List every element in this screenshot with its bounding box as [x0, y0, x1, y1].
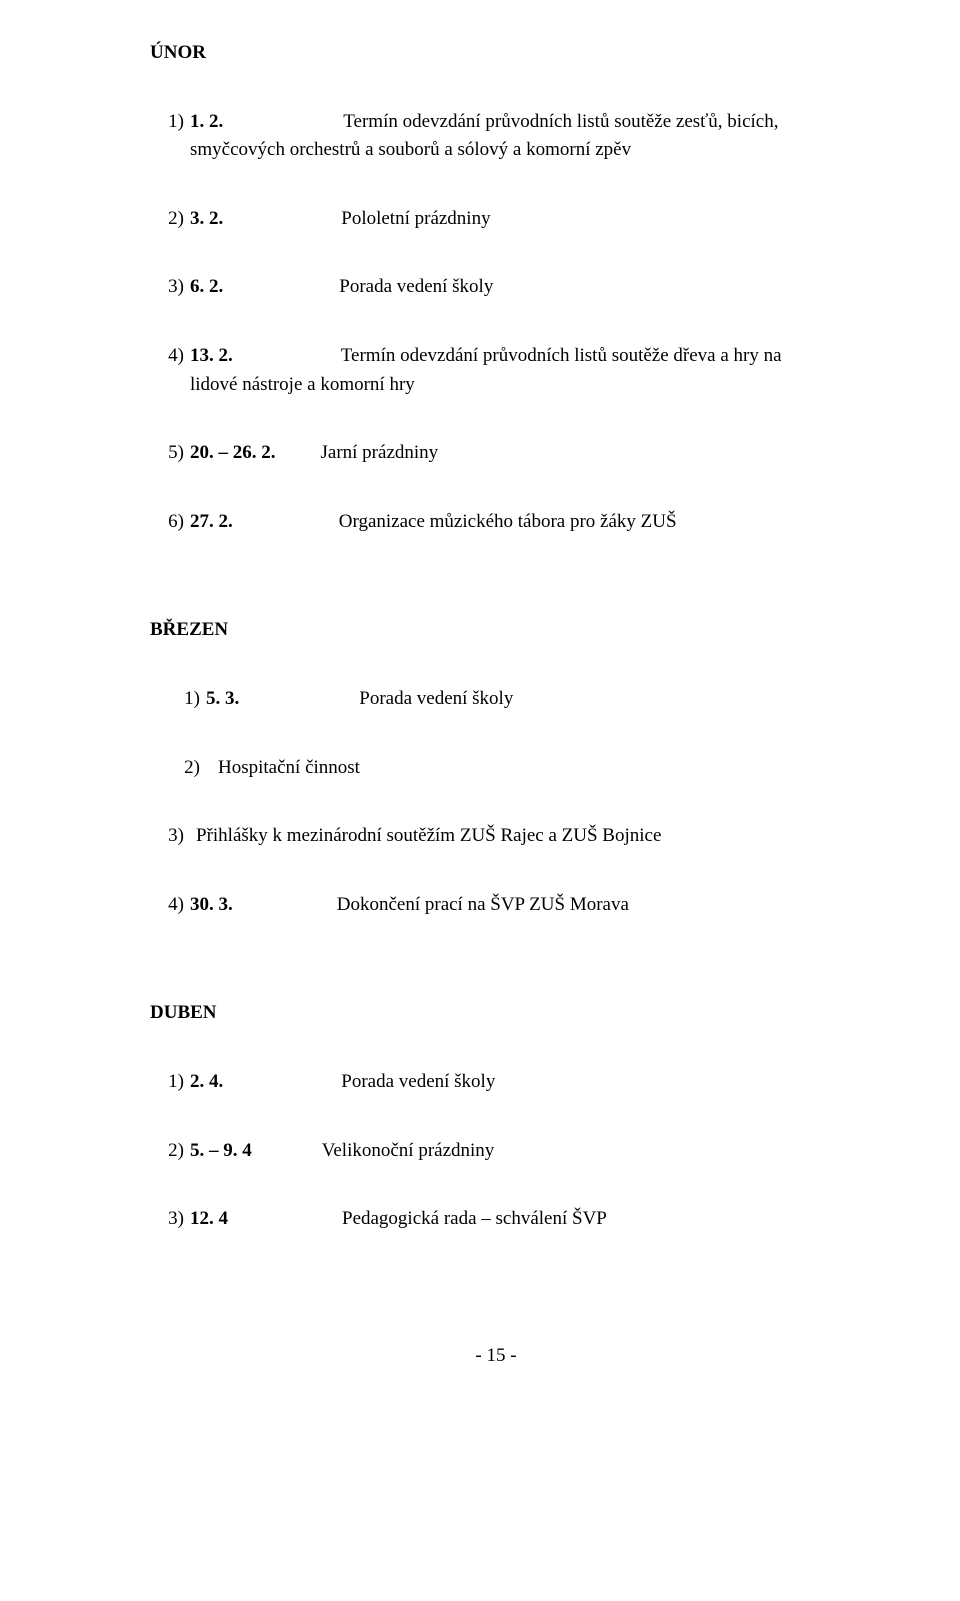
list-item: 2) Hospitační činnost — [150, 755, 842, 782]
list-item: 3) 12. 4 Pedagogická rada – schválení ŠVP — [150, 1206, 842, 1233]
item-number: 3) — [150, 1206, 190, 1233]
list-item: 4) 13. 2. Termín odevzdání průvodních lis… — [150, 343, 842, 398]
item-number: 5) — [150, 440, 190, 467]
list-item: 6) 27. 2. Organizace můzického tábora pro… — [150, 509, 842, 536]
item-description: Termín odevzdání průvodních listů soutěž… — [341, 345, 782, 366]
item-description: Porada vedení školy — [359, 688, 513, 709]
item-description: Hospitační činnost — [218, 755, 360, 782]
item-date: 1. 2. — [190, 111, 223, 132]
item-number: 3) — [150, 823, 190, 850]
item-number: 3) — [150, 274, 190, 301]
item-description: Porada vedení školy — [339, 276, 493, 297]
list-item: 4) 30. 3. Dokončení prací na ŠVP ZUŠ Mora… — [150, 892, 842, 919]
item-continuation: smyčcových orchestrů a souborů a sólový … — [150, 137, 842, 164]
item-description: Porada vedení školy — [341, 1071, 495, 1092]
item-date: 12. 4 — [190, 1208, 228, 1229]
list-item: 2) 5. – 9. 4 Velikonoční prázdniny — [150, 1138, 842, 1165]
item-number: 6) — [150, 509, 190, 536]
item-date: 27. 2. — [190, 511, 233, 532]
list-item: 1) 2. 4. Porada vedení školy — [150, 1069, 842, 1096]
item-number: 1) — [150, 1069, 190, 1096]
item-date: 3. 2. — [190, 208, 223, 229]
item-date: 5. 3. — [206, 688, 239, 709]
item-description: Termín odevzdání průvodních listů soutěž… — [343, 111, 778, 132]
item-description: Pedagogická rada – schválení ŠVP — [342, 1208, 607, 1229]
item-date: 13. 2. — [190, 345, 233, 366]
item-description: Dokončení prací na ŠVP ZUŠ Morava — [337, 894, 629, 915]
item-description: Přihlášky k mezinárodní soutěžím ZUŠ Raj… — [196, 823, 661, 850]
item-number: 2) — [150, 206, 190, 233]
item-description: Organizace můzického tábora pro žáky ZUŠ — [339, 511, 677, 532]
item-description: Velikonoční prázdniny — [322, 1140, 495, 1161]
month-heading-unor: ÚNOR — [150, 40, 842, 67]
item-date: 20. – 26. 2. — [190, 442, 276, 463]
item-number: 1) — [166, 686, 206, 713]
item-date: 2. 4. — [190, 1071, 223, 1092]
item-description: Pololetní prázdniny — [341, 208, 490, 229]
item-description: Jarní prázdniny — [321, 442, 439, 463]
item-number: 4) — [150, 892, 190, 919]
list-item: 5) 20. – 26. 2. Jarní prázdniny — [150, 440, 842, 467]
month-heading-duben: DUBEN — [150, 1000, 842, 1027]
item-date: 5. – 9. 4 — [190, 1140, 252, 1161]
page-number: - 15 - — [150, 1343, 842, 1370]
list-item: 3) 6. 2. Porada vedení školy — [150, 274, 842, 301]
list-item: 2) 3. 2. Pololetní prázdniny — [150, 206, 842, 233]
item-number: 4) — [150, 343, 190, 370]
item-date: 6. 2. — [190, 276, 223, 297]
item-number: 2) — [150, 1138, 190, 1165]
list-item: 1) 1. 2. Termín odevzdání průvodních list… — [150, 109, 842, 164]
item-date: 30. 3. — [190, 894, 233, 915]
list-item: 1) 5. 3. Porada vedení školy — [150, 686, 842, 713]
item-number: 2) — [166, 755, 206, 782]
month-heading-brezen: BŘEZEN — [150, 617, 842, 644]
item-number: 1) — [150, 109, 190, 136]
list-item: 3) Přihlášky k mezinárodní soutěžím ZUŠ … — [150, 823, 842, 850]
item-continuation: lidové nástroje a komorní hry — [150, 372, 842, 399]
